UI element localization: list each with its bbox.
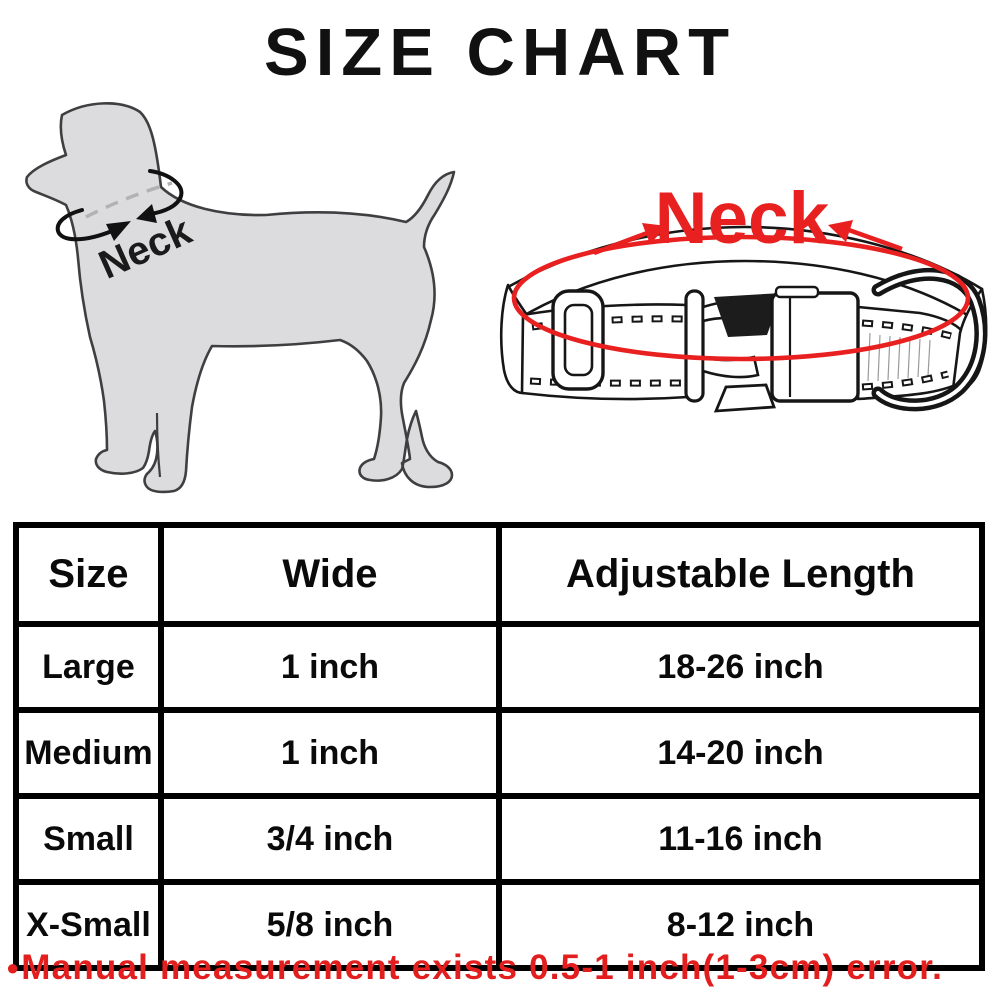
collar-neck-label: Neck [655, 178, 830, 259]
table-row-small: Small 3/4 inch 11-16 inch [13, 793, 986, 885]
col-header-size: Size [13, 522, 164, 627]
cell-wide: 5/8 inch [157, 879, 502, 971]
cell-size: Medium [13, 707, 164, 799]
front-leg-split-line [155, 412, 162, 478]
cell-wide: 1 inch [157, 707, 502, 799]
cell-size: X-Small [13, 879, 164, 971]
stitching [529, 315, 952, 391]
table-row-large: Large 1 inch 18-26 inch [13, 621, 986, 713]
arrowhead-right [136, 204, 157, 223]
col-header-wide: Wide [157, 522, 502, 627]
cell-wide: 3/4 inch [157, 793, 502, 885]
neck-measure-arrows [55, 169, 184, 242]
neck-dashed-line [85, 181, 173, 219]
dog-silhouette [25, 102, 456, 494]
bullet-icon: ● [6, 955, 20, 980]
red-arrow-left [593, 223, 667, 256]
size-table: Size Wide Adjustable Length Large 1 inch… [13, 522, 986, 971]
footnote: ● Manual measurement exists 0.5-1 inch(1… [6, 948, 996, 988]
cell-size: Small [13, 793, 164, 885]
table-row-x-small: X-Small 5/8 inch 8-12 inch [13, 879, 986, 971]
buckle-prong [714, 293, 782, 337]
cell-wide: 1 inch [157, 621, 502, 713]
cell-adjustable-length: 14-20 inch [495, 707, 986, 799]
red-arrow-right [828, 220, 903, 252]
arrowhead-left [106, 221, 131, 241]
table-header-row: Size Wide Adjustable Length [13, 522, 986, 627]
buckle [684, 285, 860, 413]
cell-adjustable-length: 8-12 inch [495, 879, 986, 971]
table-row-medium: Medium 1 inch 14-20 inch [13, 707, 986, 799]
cell-size: Large [13, 621, 164, 713]
cell-adjustable-length: 18-26 inch [495, 621, 986, 713]
cell-adjustable-length: 11-16 inch [495, 793, 986, 885]
footnote-text: Manual measurement exists 0.5-1 inch(1-3… [21, 948, 944, 987]
col-header-adjustable-length: Adjustable Length [495, 522, 986, 627]
page-title: SIZE CHART [264, 15, 736, 90]
red-measure-ellipse [511, 234, 971, 362]
dog-silhouette-diagram: Neck [25, 102, 456, 494]
d-ring-icon [871, 267, 988, 412]
collar-diagram: Neck [499, 178, 988, 413]
